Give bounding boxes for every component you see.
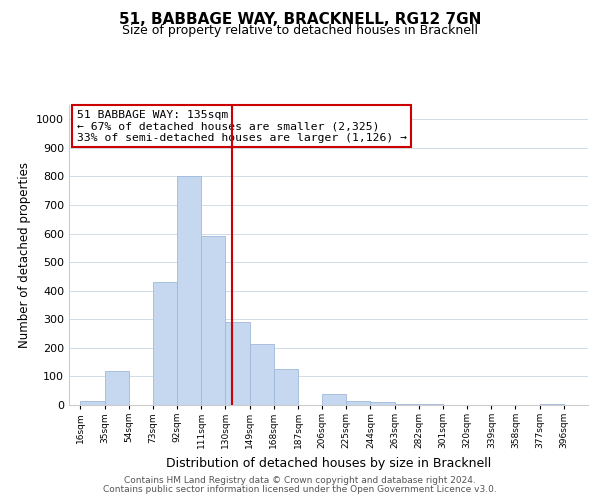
Bar <box>80 400 104 405</box>
Text: Size of property relative to detached houses in Bracknell: Size of property relative to detached ho… <box>122 24 478 37</box>
Text: Contains public sector information licensed under the Open Government Licence v3: Contains public sector information licen… <box>103 485 497 494</box>
Bar <box>322 394 346 405</box>
Y-axis label: Number of detached properties: Number of detached properties <box>17 162 31 348</box>
Bar <box>201 236 226 405</box>
Bar <box>370 402 395 405</box>
Bar <box>539 404 564 405</box>
Bar <box>419 404 443 405</box>
Bar <box>346 400 370 405</box>
Text: 51, BABBAGE WAY, BRACKNELL, RG12 7GN: 51, BABBAGE WAY, BRACKNELL, RG12 7GN <box>119 12 481 28</box>
Bar <box>104 370 129 405</box>
Bar <box>177 176 201 405</box>
Bar <box>153 282 177 405</box>
Bar <box>226 322 250 405</box>
Bar <box>395 404 419 405</box>
Bar <box>250 344 274 405</box>
X-axis label: Distribution of detached houses by size in Bracknell: Distribution of detached houses by size … <box>166 456 491 469</box>
Text: 51 BABBAGE WAY: 135sqm
← 67% of detached houses are smaller (2,325)
33% of semi-: 51 BABBAGE WAY: 135sqm ← 67% of detached… <box>77 110 407 142</box>
Bar <box>274 370 298 405</box>
Text: Contains HM Land Registry data © Crown copyright and database right 2024.: Contains HM Land Registry data © Crown c… <box>124 476 476 485</box>
